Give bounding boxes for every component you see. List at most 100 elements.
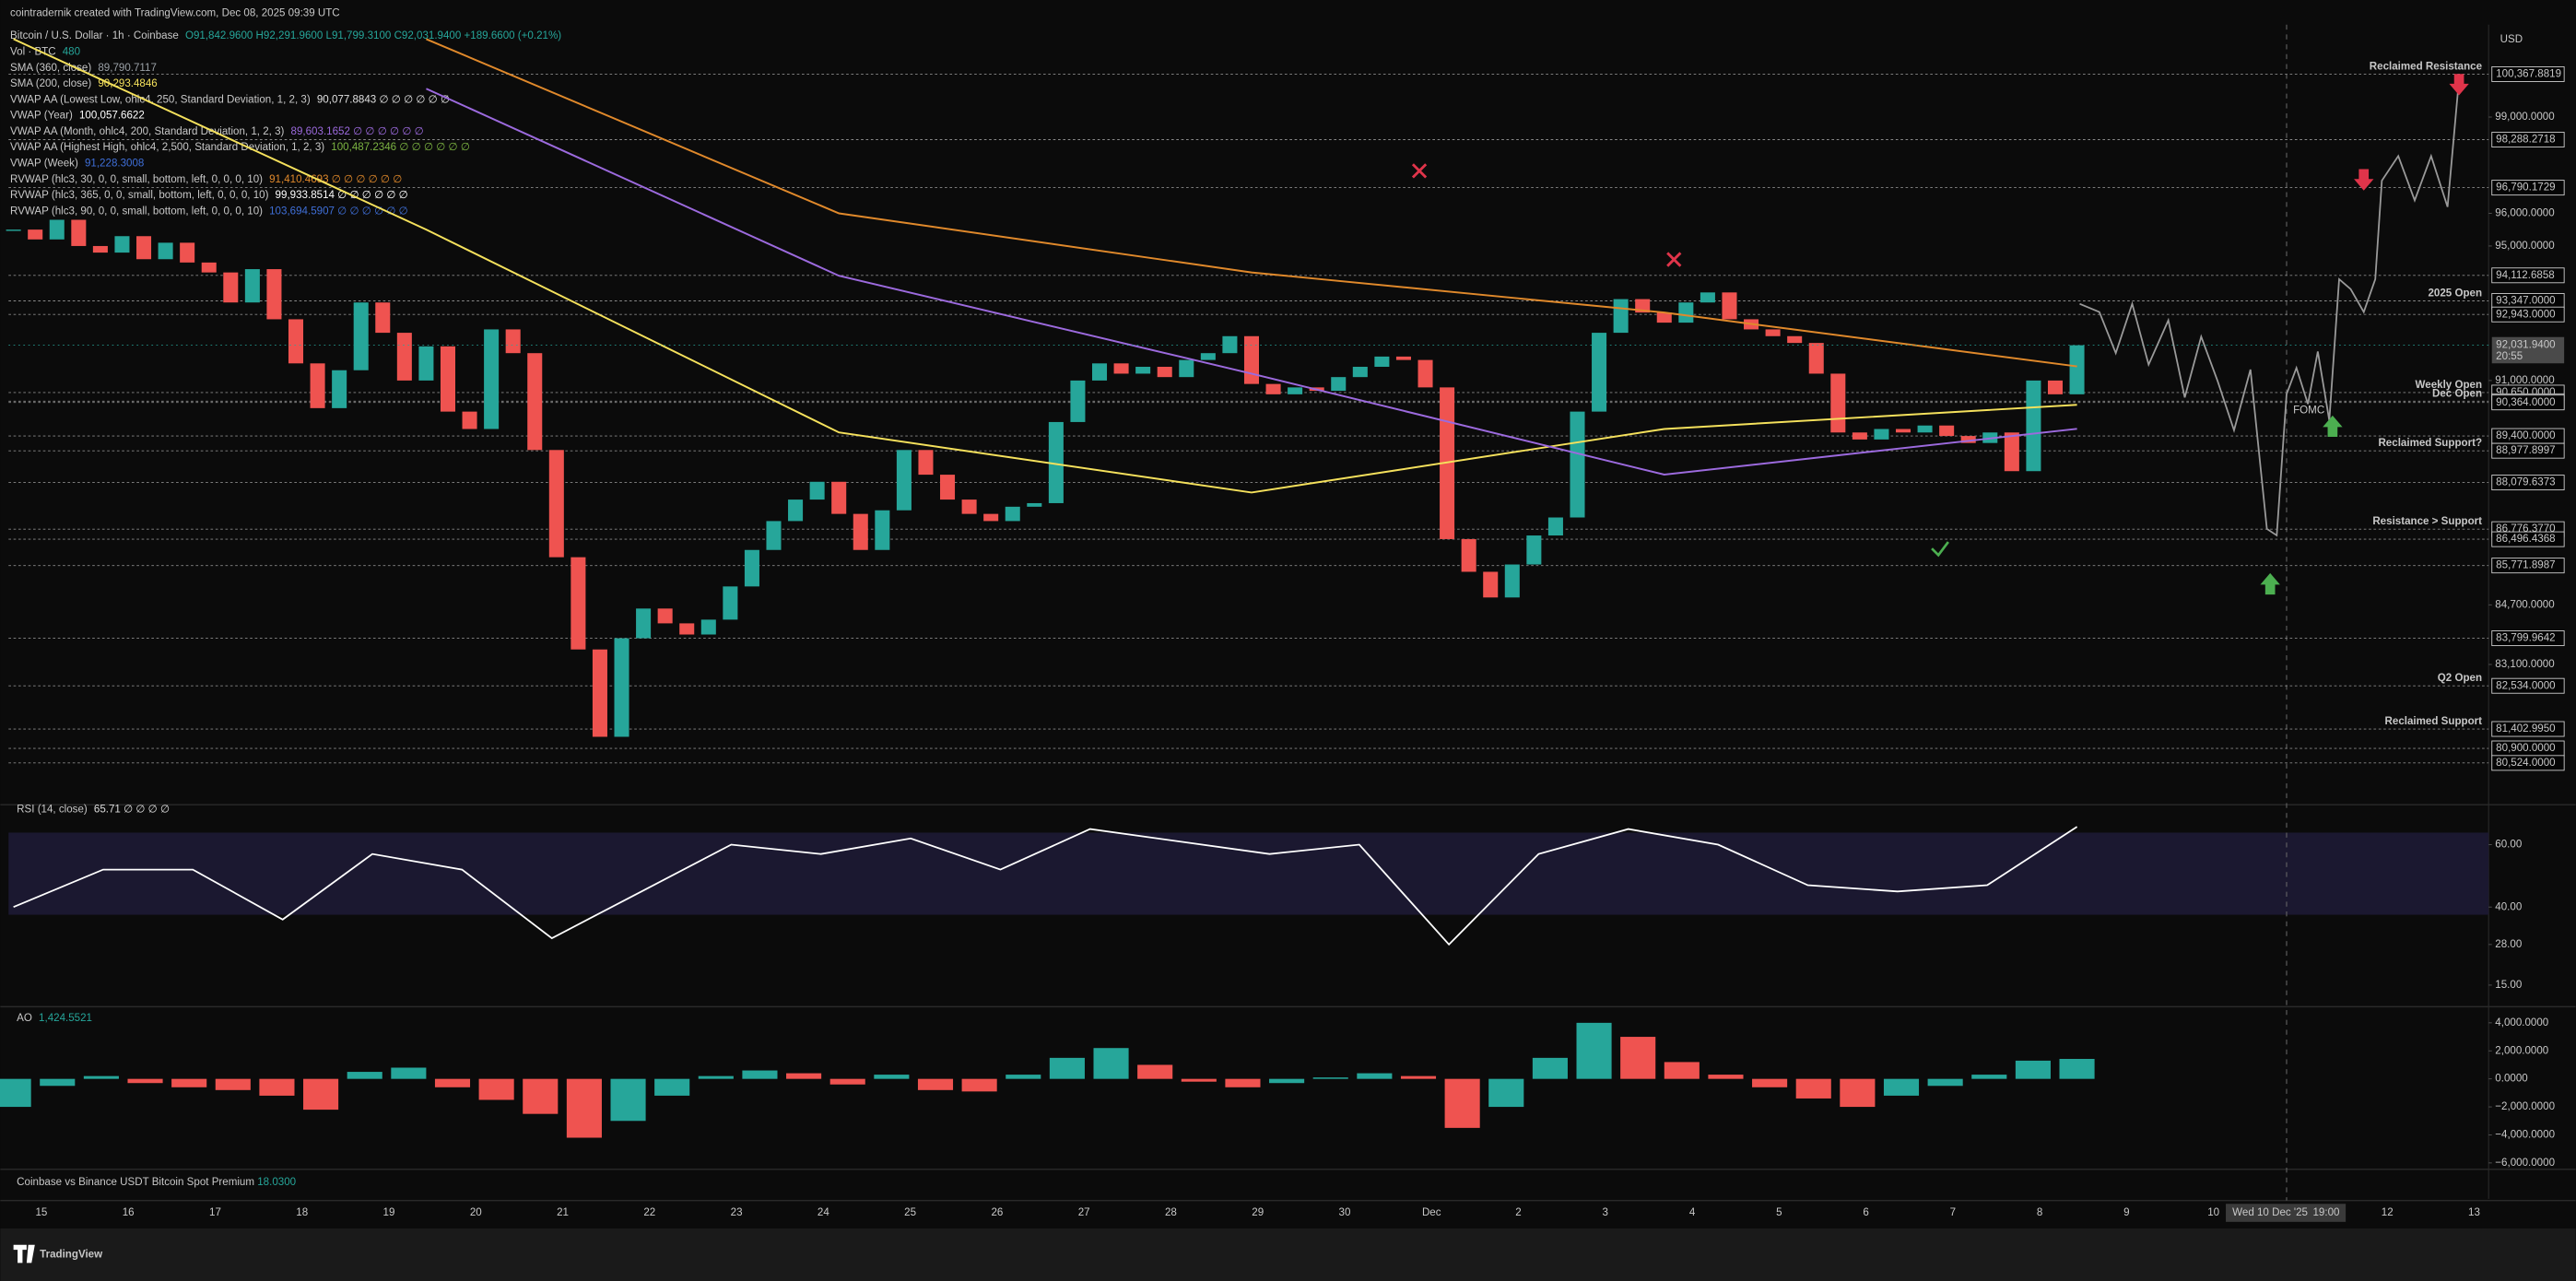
level-label: 89,400.0000 [2496,430,2555,441]
level-note: Reclaimed Support [2385,716,2483,727]
ao-bar [1795,1078,1831,1099]
ao-bar [1488,1078,1524,1108]
level-label: 80,900.0000 [2496,743,2555,754]
candle [1808,343,1824,374]
ao-bar [874,1075,910,1079]
level-note: Reclaimed Resistance [2370,62,2483,73]
indicator-line [13,38,2077,494]
candle [1830,373,1846,433]
candle [1874,429,1889,440]
x-tick-label: 20 [470,1207,482,1218]
legend-value: 89,603.1652 ∅ ∅ ∅ ∅ ∅ ∅ [291,126,424,137]
x-tick-label: 21 [557,1207,569,1218]
y-tick-label: 99,000.0000 [2495,112,2554,123]
ao-bar [1576,1022,1612,1079]
candle [1135,367,1151,374]
legend-value: 480 [63,47,80,58]
ao-bar [1006,1075,1041,1079]
y-tick-label: −6,000.0000 [2495,1158,2555,1169]
candle [1722,292,1737,320]
candle [266,269,282,320]
candle [28,229,43,240]
candle [353,302,369,370]
ohlc: O91,842.9600 H92,291.9600 L91,799.3100 C… [185,30,561,41]
candle [1113,363,1129,374]
arrow-down [2449,74,2469,96]
ao-bar [347,1072,382,1079]
level-note: Resistance > Support [2372,516,2482,527]
candle [332,370,347,408]
level-label: 94,112.6858 [2496,270,2555,281]
forecast-note: FOMC [2293,405,2324,417]
level-note: Q2 Open [2438,673,2482,684]
candle [1592,333,1607,412]
legend-value: 89,790.7117 [98,63,157,74]
level-box [2491,267,2565,284]
candle [418,346,434,381]
candle [1048,421,1064,503]
ao-bar [1400,1075,1437,1079]
y-tick-label: 84,700.0000 [2495,599,2554,610]
premium-name: Coinbase vs Binance USDT Bitcoin Spot Pr… [17,1177,254,1188]
candle [71,219,87,246]
x-marker [1666,252,1682,267]
legend-name: SMA (360, close) [10,63,91,74]
legend-value: 91,228.3008 [85,159,144,170]
ao-bar [478,1078,514,1100]
level-box [2491,558,2565,574]
ao-bar [742,1070,778,1079]
candle [2069,345,2085,394]
candle [1547,517,1563,536]
level-box [2491,65,2565,82]
ao-bar [1225,1078,1261,1087]
candle [92,245,108,253]
candle [1243,335,1260,384]
candle [636,608,652,639]
y-tick-label: 83,100.0000 [2495,659,2554,670]
ao-bar [83,1075,119,1079]
level-label: 88,977.8997 [2496,445,2555,456]
premium-title: Coinbase vs Binance USDT Bitcoin Spot Pr… [17,1177,296,1188]
legend-name: Vol · BTC [10,47,56,58]
crosshair-date: Wed 10 Dec '25 [2232,1207,2308,1218]
level-label: 85,771.8987 [2496,560,2555,571]
candle [1787,335,1803,344]
level-label: 96,790.1729 [2496,182,2555,194]
level-note: 2025 Open [2428,288,2482,300]
ao-bar [1312,1077,1348,1079]
ao-bar [829,1078,865,1085]
ao-bar [1883,1078,1920,1096]
level-box [2491,531,2565,547]
ao-bar [654,1078,690,1096]
x-tick-label: 29 [1252,1207,1264,1218]
legend-name: RVWAP (hlc3, 365, 0, 0, small, bottom, l… [10,190,269,201]
candle [1678,302,1694,323]
x-tick-label: 24 [817,1207,829,1218]
arrow-up [2323,415,2343,438]
candle [1070,380,1086,422]
y-tick-label: 0.0000 [2495,1074,2527,1085]
x-tick-label: 25 [904,1207,916,1218]
level-box [2491,475,2565,491]
level-note: Reclaimed Support? [2378,438,2482,449]
candle [548,450,564,558]
candle [744,549,759,587]
candle [1395,356,1411,360]
countdown: 20:55 [2496,351,2523,362]
y-tick-label: 40.00 [2495,901,2522,912]
candle [1417,359,1433,388]
candle [288,319,304,364]
x-tick-label: 4 [1689,1207,1696,1218]
y-tick-label: −4,000.0000 [2495,1130,2555,1141]
ao-bar [434,1078,471,1087]
credit: cointradernik created with TradingView.c… [10,7,340,18]
x-tick-label: 12 [2382,1207,2394,1218]
ao-bar [1137,1064,1173,1079]
brand: TradingView [40,1250,103,1261]
legend-name: VWAP (Year) [10,111,73,122]
candle [180,242,195,263]
candle [1852,432,1867,440]
level-label: 88,079.6373 [2496,477,2555,488]
